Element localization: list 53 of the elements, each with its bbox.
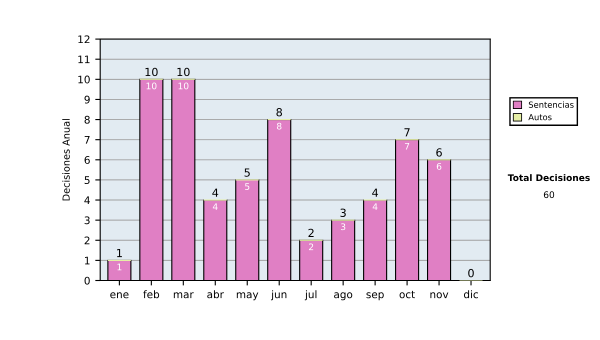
total-label: 3	[340, 208, 346, 217]
data-label: 5	[245, 183, 250, 190]
y-tick-label: 4	[84, 196, 90, 204]
x-tick-label: dic	[464, 290, 478, 298]
y-tick-label: 3	[84, 216, 90, 224]
total-label: 4	[212, 188, 218, 197]
text: Total Decisiones	[508, 174, 590, 182]
x-tick-label: nov	[430, 292, 448, 298]
total-label: 4	[372, 188, 378, 197]
total-label: 0	[468, 268, 474, 278]
x-tick-label: may	[236, 292, 258, 300]
y-tick-label: 5	[84, 176, 90, 184]
total-label: 8	[276, 108, 282, 116]
x-tick-label: ago	[334, 292, 352, 300]
y-tick-label: 12	[78, 35, 90, 44]
y-axis-title: Decisiones Anual	[62, 119, 70, 200]
x-tick-label: oct	[400, 290, 415, 298]
x-tick-label: mar	[174, 292, 194, 298]
x-tick-label: feb	[143, 290, 160, 298]
legend-label: Sentencias	[528, 101, 574, 108]
y-tick-label: 8	[84, 116, 90, 124]
data-label: 4	[372, 203, 378, 210]
y-tick-label: 6	[84, 156, 90, 164]
y-tick-label: 2	[84, 236, 90, 244]
total-label: 1	[117, 248, 122, 258]
y-tick-label: 0	[84, 276, 90, 285]
data-label: 3	[340, 223, 346, 230]
total-label: 7	[404, 128, 410, 136]
y-tick-label: 9	[84, 96, 90, 104]
data-label: 10	[178, 82, 188, 90]
y-tick-label: 10	[78, 76, 90, 84]
x-tick-label: sep	[366, 292, 384, 300]
data-label: 4	[212, 203, 218, 210]
x-tick-label: abr	[207, 290, 224, 298]
x-tick-label: jul	[304, 290, 316, 300]
y-tick-label: 1	[84, 256, 90, 264]
x-tick-label: ene	[110, 292, 129, 298]
data-label: 7	[404, 142, 410, 150]
legend-label: Autos	[528, 114, 552, 120]
y-tick-label: 7	[84, 136, 90, 144]
data-label: 8	[276, 122, 282, 130]
data-label: 1	[118, 264, 122, 270]
total-label: 5	[244, 168, 250, 177]
x-tick-label: jun	[270, 290, 286, 300]
data-label: 10	[146, 82, 156, 90]
total-label: 6	[436, 148, 442, 157]
data-label: 6	[436, 162, 442, 170]
text: 60	[544, 191, 554, 198]
y-tick-label: 11	[78, 56, 90, 64]
total-label: 10	[146, 68, 158, 76]
data-label: 2	[308, 243, 314, 250]
total-label: 2	[308, 228, 314, 237]
total-label: 10	[177, 68, 190, 76]
